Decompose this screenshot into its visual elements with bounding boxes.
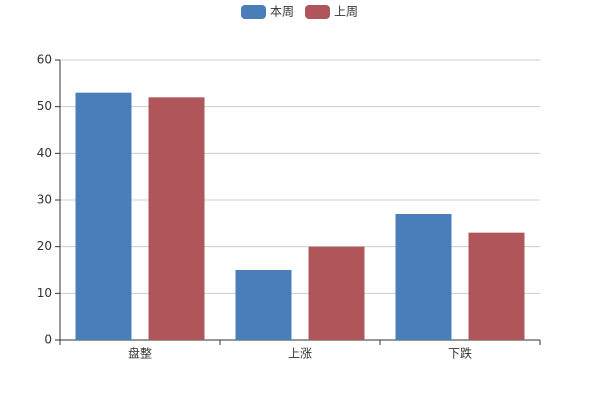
y-tick-label: 10: [37, 286, 52, 300]
x-tick-label: 上涨: [288, 346, 312, 361]
legend-label: 本周: [270, 5, 294, 19]
y-tick-label: 30: [37, 193, 52, 207]
bar: [395, 214, 452, 340]
bar: [235, 270, 292, 340]
bar: [148, 97, 205, 340]
x-tick-label: 盘整: [128, 346, 152, 361]
y-tick-label: 50: [37, 99, 52, 113]
legend-swatch: [241, 5, 266, 19]
y-tick-label: 40: [37, 146, 52, 160]
x-tick-label: 下跌: [448, 346, 472, 361]
bar: [75, 92, 132, 341]
y-tick-label: 0: [44, 333, 52, 347]
y-tick-label: 60: [37, 53, 52, 67]
bar: [468, 232, 525, 340]
legend-label: 上周: [334, 5, 358, 19]
legend-swatch: [305, 5, 330, 19]
y-tick-label: 20: [37, 239, 52, 253]
bar: [308, 246, 365, 340]
